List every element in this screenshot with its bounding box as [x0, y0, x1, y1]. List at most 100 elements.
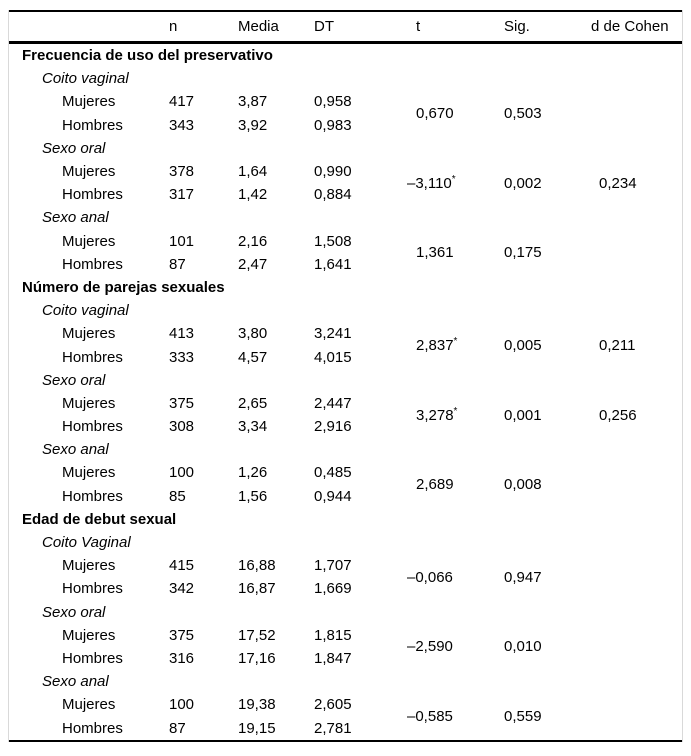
data-row: Mujeres 378 1,64 0,990 –3,110* 0,002 0,234	[9, 160, 682, 191]
header-cell-0: n	[161, 11, 230, 44]
sig-cell: 0,008	[504, 476, 542, 494]
subcategory-row: Sexo oral	[9, 137, 682, 160]
subcategory-title: Sexo oral	[42, 139, 106, 157]
media-cell: 1,26	[238, 464, 268, 482]
subcategory-title: Coito vaginal	[42, 302, 129, 320]
dt-cell: 0,958	[314, 93, 352, 111]
dt-cell: 2,605	[314, 696, 352, 714]
row-label-cell: Mujeres	[62, 163, 116, 181]
cohen-d-cell	[583, 624, 682, 670]
data-row: Mujeres 375 2,65 2,447 3,278* 0,001 0,256	[9, 392, 682, 423]
media-cell: 3,34	[238, 418, 268, 436]
significance-star: *	[453, 335, 458, 347]
section-header-row: Número de parejas sexuales	[9, 276, 682, 299]
data-row: Mujeres 417 3,87 0,958 0,670 0,503	[9, 90, 682, 121]
media-cell: 17,52	[238, 626, 276, 644]
row-label-cell: Mujeres	[62, 232, 116, 250]
dt-cell: 0,983	[314, 116, 352, 134]
significance-star: *	[453, 405, 458, 417]
dt-cell: 2,781	[314, 719, 352, 737]
n-cell: 101	[169, 232, 195, 250]
media-cell: 19,15	[238, 719, 276, 737]
cohen-d-cell: 0,211	[599, 336, 636, 354]
row-label-cell: Hombres	[62, 116, 123, 134]
dt-cell: 3,241	[314, 325, 352, 343]
table-body: Frecuencia de uso del preservativo Coito …	[9, 43, 682, 741]
t-value: 3,278	[416, 406, 454, 424]
dt-cell: 4,015	[314, 348, 352, 366]
n-cell: 87	[169, 719, 186, 737]
data-row: Hombres 316 17,16 1,847	[9, 647, 682, 670]
t-cell: –3,110*	[407, 160, 496, 206]
row-label-cell: Mujeres	[62, 394, 116, 412]
n-cell: 343	[169, 116, 195, 134]
subcategory-row: Coito vaginal	[9, 67, 682, 90]
row-label-cell: Mujeres	[62, 464, 116, 482]
section-title: Edad de debut sexual	[22, 510, 177, 528]
row-label-cell: Hombres	[62, 649, 123, 667]
row-label-cell: Hombres	[62, 580, 123, 598]
data-row: Hombres 333 4,57 4,015	[9, 345, 682, 368]
header-label-cell	[9, 11, 161, 44]
t-cell: 0,670	[408, 90, 496, 136]
statistics-table: n Media DT t Sig. d de Cohen Frecuencia de us…	[9, 10, 682, 742]
t-cell: –0,585	[407, 693, 496, 740]
header-cell-2: DT	[306, 11, 408, 44]
sig-cell: 0,175	[504, 244, 542, 262]
media-cell: 19,38	[238, 696, 276, 714]
cohen-d-cell	[583, 90, 682, 136]
dt-cell: 0,884	[314, 186, 352, 204]
dt-cell: 2,447	[314, 394, 352, 412]
cohen-d-cell	[583, 230, 682, 276]
dt-cell: 2,916	[314, 418, 352, 436]
subcategory-title: Sexo oral	[42, 603, 106, 621]
subcategory-row: Coito vaginal	[9, 299, 682, 322]
cohen-d-cell: 0,256	[599, 406, 637, 424]
n-cell: 375	[169, 626, 195, 644]
subcategory-title: Sexo anal	[42, 209, 109, 227]
media-cell: 3,87	[238, 93, 268, 111]
dt-cell: 1,641	[314, 255, 352, 273]
row-label-cell: Hombres	[62, 348, 123, 366]
media-cell: 17,16	[238, 649, 276, 667]
section-header-row: Edad de debut sexual	[9, 508, 682, 531]
media-cell: 4,57	[238, 348, 268, 366]
row-label-cell: Hombres	[62, 255, 123, 273]
subcategory-title: Sexo anal	[42, 673, 109, 691]
n-cell: 100	[169, 464, 195, 482]
t-cell: 2,837*	[408, 322, 496, 368]
header-cell-3: t	[408, 11, 496, 44]
dt-cell: 0,485	[314, 464, 352, 482]
section-header-row: Frecuencia de uso del preservativo	[9, 43, 682, 68]
data-row: Mujeres 415 16,88 1,707 –0,066 0,947	[9, 554, 682, 585]
subcategory-row: Sexo anal	[9, 206, 682, 229]
subcategory-row: Sexo oral	[9, 601, 682, 624]
data-row: Mujeres 100 19,38 2,605 –0,585 0,559	[9, 693, 682, 724]
dt-cell: 0,944	[314, 487, 352, 505]
n-cell: 85	[169, 487, 186, 505]
data-row: Mujeres 413 3,80 3,241 2,837* 0,005 0,211	[9, 322, 682, 353]
n-cell: 333	[169, 348, 195, 366]
table-frame: n Media DT t Sig. d de Cohen Frecuencia de us…	[8, 10, 683, 742]
media-cell: 2,47	[238, 255, 268, 273]
row-label-cell: Mujeres	[62, 626, 116, 644]
media-cell: 1,56	[238, 487, 268, 505]
n-cell: 100	[169, 696, 195, 714]
n-cell: 316	[169, 649, 195, 667]
data-row: Hombres 87 2,47 1,641	[9, 253, 682, 276]
row-label-cell: Mujeres	[62, 325, 116, 343]
t-cell: 2,689	[408, 461, 496, 507]
media-cell: 1,42	[238, 186, 268, 204]
subcategory-row: Sexo oral	[9, 369, 682, 392]
t-cell: 3,278*	[408, 392, 496, 438]
section-title: Número de parejas sexuales	[22, 278, 225, 296]
dt-cell: 1,847	[314, 649, 352, 667]
sig-cell: 0,001	[504, 406, 542, 424]
sig-cell: 0,005	[504, 336, 542, 354]
t-value: –0,585	[407, 707, 453, 725]
t-value: –2,590	[407, 638, 453, 656]
n-cell: 342	[169, 580, 195, 598]
data-row: Mujeres 101 2,16 1,508 1,361 0,175	[9, 230, 682, 261]
cohen-d-cell	[583, 554, 682, 600]
